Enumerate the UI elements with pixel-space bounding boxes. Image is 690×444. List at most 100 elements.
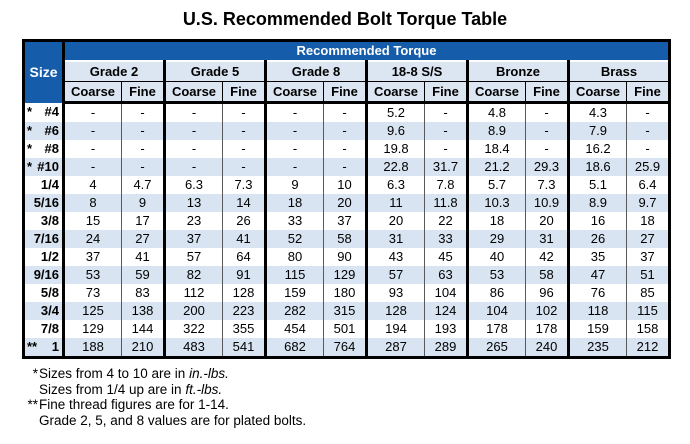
footnote-text-italic-units: ft.-lbs. <box>185 381 223 397</box>
torque-value-cell: 33 <box>264 212 324 230</box>
torque-value-cell: 52 <box>264 230 324 248</box>
torque-value-cell: 115 <box>626 302 670 320</box>
torque-value-cell: 29.3 <box>525 158 569 176</box>
torque-value-cell: 287 <box>365 338 425 358</box>
page-title: U.S. Recommended Bolt Torque Table <box>182 9 508 29</box>
torque-value-cell: - <box>264 102 324 122</box>
torque-value-cell: 43 <box>365 248 425 266</box>
torque-value-cell: 18 <box>264 194 324 212</box>
grade-header: 18-8 S/S <box>365 61 468 82</box>
torque-value-cell: - <box>525 102 569 122</box>
torque-value-cell: - <box>62 122 122 140</box>
torque-value-cell: - <box>323 158 367 176</box>
torque-value-cell: 8 <box>62 194 122 212</box>
table-row: 9/16 53 59 82 91 115 129 57 63 53 58 47 51 <box>23 266 670 284</box>
torque-value-cell: 19.8 <box>365 140 425 158</box>
torque-value-cell: 128 <box>222 284 266 302</box>
size-footnote-marker: * <box>27 104 33 120</box>
torque-value-cell: 37 <box>323 212 367 230</box>
torque-value-cell: 20 <box>365 212 425 230</box>
torque-value-cell: 7.8 <box>424 176 468 194</box>
torque-value-cell: 194 <box>365 320 425 338</box>
coarse-header: Coarse <box>62 81 122 104</box>
torque-value-cell: 6.3 <box>163 176 223 194</box>
table-row: 3/4 125 138 200 223 282 315 128 124 104 102 118 115 <box>23 302 670 320</box>
torque-value-cell: 90 <box>323 248 367 266</box>
torque-value-cell: 26 <box>222 212 266 230</box>
torque-value-cell: 282 <box>264 302 324 320</box>
torque-value-cell: 188 <box>62 338 122 358</box>
torque-value-cell: 501 <box>323 320 367 338</box>
grade-header: Brass <box>567 61 670 82</box>
torque-value-cell: 104 <box>466 302 526 320</box>
torque-value-cell: 33 <box>424 230 468 248</box>
torque-value-cell: 5.7 <box>466 176 526 194</box>
torque-value-cell: 58 <box>525 266 569 284</box>
torque-value-cell: 102 <box>525 302 569 320</box>
torque-value-cell: 355 <box>222 320 266 338</box>
torque-value-cell: 57 <box>163 248 223 266</box>
torque-value-cell: 4.3 <box>567 102 627 122</box>
torque-value-cell: 4.7 <box>121 176 165 194</box>
torque-value-cell: 9 <box>264 176 324 194</box>
torque-value-cell: 45 <box>424 248 468 266</box>
size-label: 5/8 <box>40 285 59 300</box>
footnote-text: Sizes from 4 to 10 are in in.-lbs. <box>39 366 229 382</box>
size-label: #4 <box>44 104 59 120</box>
size-cell: ** 1 <box>23 338 65 358</box>
torque-value-cell: - <box>121 122 165 140</box>
size-cell: * #10 <box>23 158 65 176</box>
size-cell: 5/8 <box>23 284 65 302</box>
torque-value-cell: - <box>121 158 165 176</box>
torque-value-cell: 64 <box>222 248 266 266</box>
torque-value-cell: 16 <box>567 212 627 230</box>
torque-value-cell: 212 <box>626 338 670 358</box>
torque-value-cell: 73 <box>62 284 122 302</box>
coarse-header: Coarse <box>365 81 425 104</box>
torque-value-cell: 22.8 <box>365 158 425 176</box>
torque-value-cell: 541 <box>222 338 266 358</box>
torque-value-cell: 80 <box>264 248 324 266</box>
torque-value-cell: - <box>424 122 468 140</box>
torque-value-cell: - <box>222 158 266 176</box>
torque-value-cell: 9.7 <box>626 194 670 212</box>
torque-value-cell: 9.6 <box>365 122 425 140</box>
size-label: 1/2 <box>40 249 59 264</box>
torque-value-cell: 10 <box>323 176 367 194</box>
size-footnote-marker: * <box>27 141 33 156</box>
size-label: #6 <box>44 123 59 138</box>
table-row: 3/8 15 17 23 26 33 37 20 22 18 20 16 18 <box>23 212 670 230</box>
torque-value-cell: - <box>626 122 670 140</box>
torque-value-cell: 14 <box>222 194 266 212</box>
size-cell: 1/2 <box>23 248 65 266</box>
torque-value-cell: 27 <box>626 230 670 248</box>
torque-value-cell: - <box>121 102 165 122</box>
fine-header: Fine <box>222 81 266 104</box>
footnote-marker <box>24 382 38 398</box>
torque-value-cell: 85 <box>626 284 670 302</box>
footnote-marker: * <box>32 366 38 381</box>
torque-value-cell: 223 <box>222 302 266 320</box>
torque-value-cell: 178 <box>466 320 526 338</box>
torque-value-cell: - <box>121 140 165 158</box>
torque-value-cell: 322 <box>163 320 223 338</box>
torque-value-cell: - <box>626 140 670 158</box>
footnote-line: Sizes from 1/4 up are in ft.-lbs. <box>24 382 690 398</box>
torque-value-cell: - <box>626 102 670 122</box>
torque-header-row: Size Recommended Torque <box>23 40 670 103</box>
torque-value-cell: 20 <box>323 194 367 212</box>
torque-value-cell: - <box>264 122 324 140</box>
footnote-text: Grade 2, 5, and 8 values are for plated … <box>39 413 306 429</box>
torque-value-cell: 11.8 <box>424 194 468 212</box>
size-label: 3/4 <box>40 303 59 318</box>
grade-header: Grade 5 <box>163 61 266 82</box>
torque-value-cell: 41 <box>222 230 266 248</box>
torque-value-cell: - <box>264 140 324 158</box>
grade-header: Grade 2 <box>62 61 165 82</box>
torque-value-cell: 138 <box>121 302 165 320</box>
size-cell: 7/16 <box>23 230 65 248</box>
torque-value-cell: 63 <box>424 266 468 284</box>
torque-value-cell: 82 <box>163 266 223 284</box>
torque-value-cell: 159 <box>567 320 627 338</box>
size-label: 7/16 <box>33 231 59 246</box>
